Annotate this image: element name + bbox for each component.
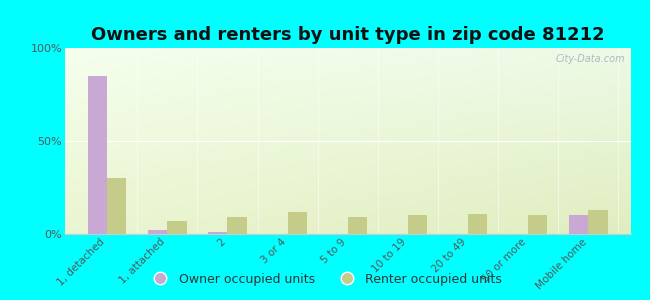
Title: Owners and renters by unit type in zip code 81212: Owners and renters by unit type in zip c… [91,26,604,44]
Legend: Owner occupied units, Renter occupied units: Owner occupied units, Renter occupied un… [143,268,507,291]
Bar [107,178,126,234]
Bar [208,232,227,234]
Bar [167,221,187,234]
Bar [227,217,247,234]
Bar [287,212,307,234]
Bar [468,214,488,234]
Bar [148,230,167,234]
Bar [528,215,547,234]
Bar [588,210,608,234]
Bar [569,215,588,234]
Text: City-Data.com: City-Data.com [555,54,625,64]
Bar [88,76,107,234]
Bar [408,215,427,234]
Bar [348,217,367,234]
